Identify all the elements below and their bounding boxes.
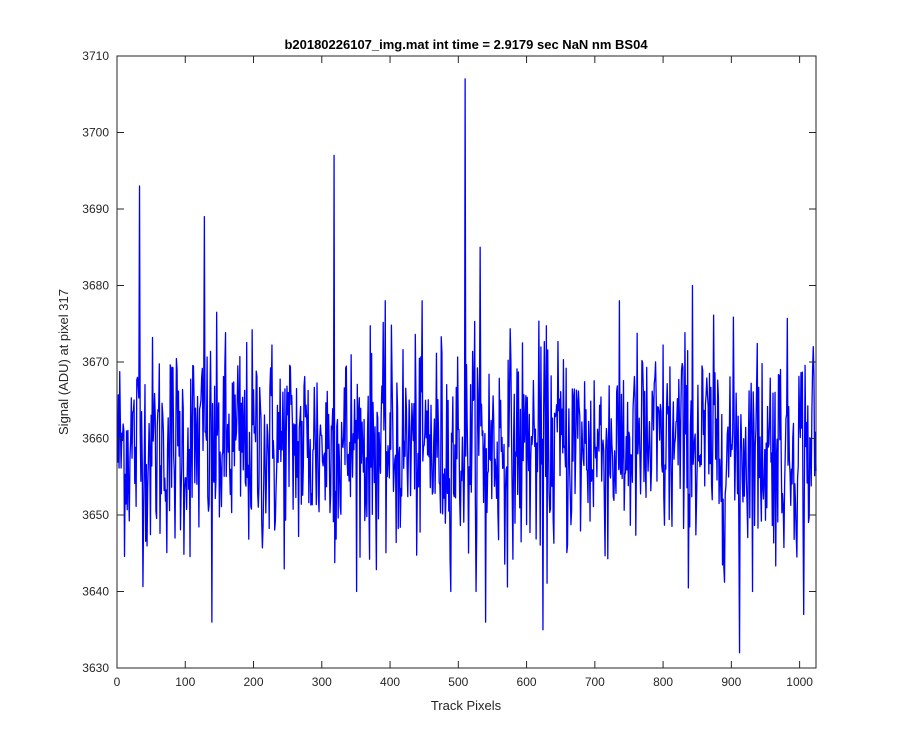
y-tick-label: 3700 (82, 126, 109, 140)
y-tick-label: 3670 (82, 355, 109, 369)
x-tick-label: 900 (721, 675, 741, 689)
chart-title: b20180226107_img.mat int time = 2.9179 s… (284, 37, 648, 52)
x-tick-label: 500 (448, 675, 468, 689)
series-line-group (117, 78, 817, 654)
y-tick-label: 3710 (82, 49, 109, 63)
x-axis: 0 100 200 300 400 500 600 700 800 900 1000 (114, 56, 813, 689)
x-tick-label: 800 (653, 675, 673, 689)
y-tick-label: 3640 (82, 585, 109, 599)
y-tick-label: 3680 (82, 279, 109, 293)
x-tick-label: 100 (175, 675, 195, 689)
y-tick-label: 3690 (82, 202, 109, 216)
y-axis: 3630 3640 3650 3660 3670 3680 3690 3700 3710 (82, 49, 816, 675)
y-tick-label: 3660 (82, 432, 109, 446)
x-axis-label: Track Pixels (431, 698, 502, 713)
x-tick-label: 600 (517, 675, 537, 689)
plot-area (117, 56, 816, 668)
x-tick-label: 300 (312, 675, 332, 689)
x-tick-label: 200 (244, 675, 264, 689)
x-tick-label: 0 (114, 675, 121, 689)
x-tick-label: 400 (380, 675, 400, 689)
x-tick-label: 1000 (786, 675, 813, 689)
x-tick-label: 700 (585, 675, 605, 689)
y-tick-label: 3630 (82, 661, 109, 675)
y-axis-label: Signal (ADU) at pixel 317 (56, 289, 71, 435)
series-line (117, 78, 817, 654)
y-tick-label: 3650 (82, 508, 109, 522)
